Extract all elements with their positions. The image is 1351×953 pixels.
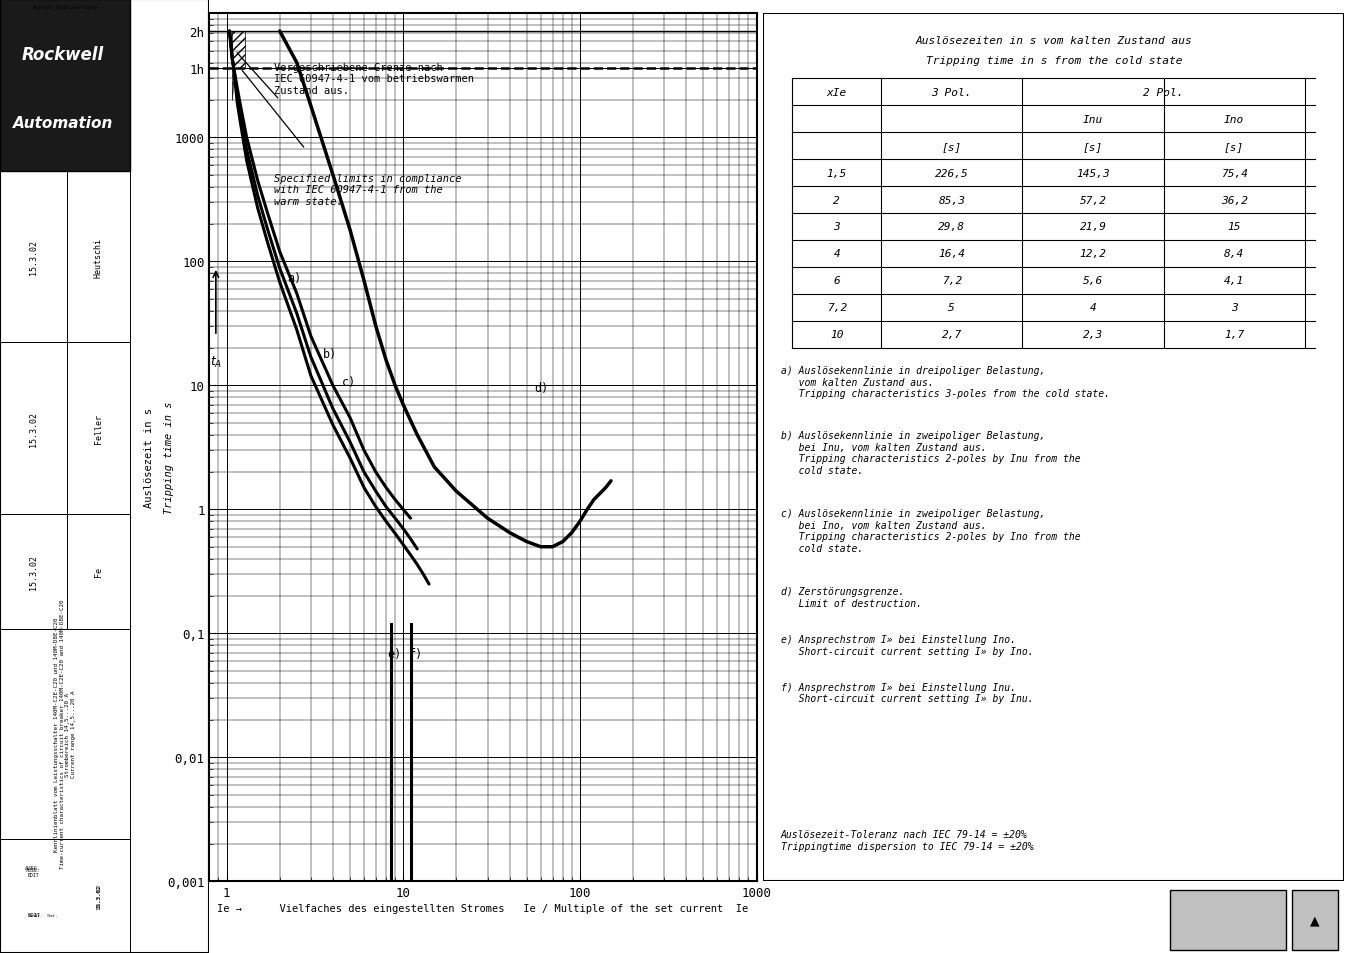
Text: d) Zerstörungsgrenze.
   Limit of destruction.: d) Zerstörungsgrenze. Limit of destructi… (781, 587, 921, 608)
Text: Auslösezeit-Toleranz nach IEC 79-14 = ±20%
Trippingtime dispersion to IEC 79-14 : Auslösezeit-Toleranz nach IEC 79-14 = ±2… (781, 829, 1034, 851)
Text: 145,3: 145,3 (1077, 169, 1111, 178)
Text: 7,2: 7,2 (942, 276, 962, 286)
Text: 36,2: 36,2 (1221, 195, 1248, 205)
Text: 5,6: 5,6 (1084, 276, 1104, 286)
Text: 21,9: 21,9 (1079, 222, 1106, 233)
Text: c) Auslösekennlinie in zweipoliger Belastung,
   bei Ino, vom kalten Zustand aus: c) Auslösekennlinie in zweipoliger Belas… (781, 509, 1081, 554)
Bar (68, 839, 130, 953)
Text: Auslösezeit in s: Auslösezeit in s (143, 408, 154, 507)
Text: 6: 6 (834, 276, 840, 286)
Text: 15.3.02: 15.3.02 (96, 884, 101, 907)
Text: Heutschi: Heutschi (95, 237, 103, 277)
Text: AUSG.
EDIT: AUSG. EDIT (26, 866, 41, 878)
Text: AUSG.: AUSG. (26, 864, 42, 870)
Text: 4,1: 4,1 (1224, 276, 1244, 286)
Text: e) Ansprechstrom I» bei Einstellung Ino.
   Short-circuit current setting I» by : e) Ansprechstrom I» bei Einstellung Ino.… (781, 635, 1034, 656)
Text: 16,4: 16,4 (939, 249, 966, 259)
Text: Feller: Feller (95, 414, 103, 444)
Text: 226,5: 226,5 (935, 169, 969, 178)
Text: 3 Pol.: 3 Pol. (932, 88, 973, 98)
Bar (0, 629, 130, 839)
Text: Kennlinienblatt vom Leistungsschalter 140M-C2E-C20 und 140M-D8E-C20
Time-current: Kennlinienblatt vom Leistungsschalter 14… (54, 599, 76, 868)
Text: Nr.  Dat.: Nr. Dat. (35, 913, 57, 917)
Text: 15.3.02: 15.3.02 (28, 412, 38, 446)
Text: Tripping time in s: Tripping time in s (163, 401, 174, 514)
Bar (68, 343, 130, 515)
Text: 85,3: 85,3 (939, 195, 966, 205)
Text: Ino: Ino (1224, 114, 1244, 125)
Text: 15.3.02: 15.3.02 (96, 882, 101, 909)
Bar (68, 172, 130, 343)
Bar (0, 515, 68, 629)
Text: 1,7: 1,7 (1224, 330, 1244, 339)
Text: 3: 3 (834, 222, 840, 233)
Text: EDIT: EDIT (27, 912, 41, 918)
Text: 4: 4 (834, 249, 840, 259)
Text: Aarou Switzerland: Aarou Switzerland (32, 5, 97, 10)
Text: 1,5: 1,5 (827, 169, 847, 178)
Text: b): b) (323, 348, 336, 360)
Text: b) Auslösekennlinie in zweipoliger Belastung,
   bei Inu, vom kalten Zustand aus: b) Auslösekennlinie in zweipoliger Belas… (781, 431, 1081, 476)
Text: 2: 2 (834, 195, 840, 205)
Text: 57,2: 57,2 (1079, 195, 1106, 205)
Text: a): a) (286, 272, 301, 284)
Text: Auslösezeiten in s vom kalten Zustand aus: Auslösezeiten in s vom kalten Zustand au… (916, 36, 1192, 46)
Text: 3: 3 (1231, 303, 1238, 313)
Text: [s]: [s] (1084, 142, 1104, 152)
Text: [s]: [s] (942, 142, 962, 152)
Text: Vorgeschriebene Grenze nach
IEC 60947-4-1 vom betriebswarmen
Zustand aus.: Vorgeschriebene Grenze nach IEC 60947-4-… (274, 63, 474, 95)
Text: 2 Pol.: 2 Pol. (1143, 88, 1183, 98)
Bar (1170, 890, 1286, 949)
Text: 12,2: 12,2 (1079, 249, 1106, 259)
Bar (0, 839, 130, 953)
Text: 2,7: 2,7 (942, 330, 962, 339)
Bar (1292, 890, 1339, 949)
Bar (0, 0, 130, 172)
Text: 75,4: 75,4 (1221, 169, 1248, 178)
Text: Tripping time in s from the cold state: Tripping time in s from the cold state (925, 56, 1182, 66)
Text: 5: 5 (948, 303, 955, 313)
Text: 15.3.02: 15.3.02 (28, 240, 38, 274)
Text: xIe: xIe (827, 88, 847, 98)
Bar (0, 839, 68, 953)
Text: 15.3.02: 15.3.02 (28, 555, 38, 589)
Text: a) Auslösekennlinie in dreipoliger Belastung,
   vom kalten Zustand aus.
   Trip: a) Auslösekennlinie in dreipoliger Belas… (781, 366, 1109, 398)
Text: Fe: Fe (95, 567, 103, 577)
X-axis label: Ie →      Vielfaches des eingestellten Stromes   Ie / Multiple of the set curren: Ie → Vielfaches des eingestellten Strome… (218, 903, 748, 914)
Text: Inu: Inu (1084, 114, 1104, 125)
Text: f) Ansprechstrom I» bei Einstellung Inu.
   Short-circuit current setting I» by : f) Ansprechstrom I» bei Einstellung Inu.… (781, 682, 1034, 703)
Text: ▲: ▲ (1310, 913, 1320, 926)
Text: f): f) (409, 647, 423, 659)
Text: Automation: Automation (12, 116, 113, 131)
Text: 15: 15 (1228, 222, 1242, 233)
Text: d): d) (534, 381, 549, 395)
Text: Vis.: Vis. (28, 913, 39, 917)
Text: 7,2: 7,2 (827, 303, 847, 313)
Text: 10: 10 (830, 330, 843, 339)
Text: Rockwell: Rockwell (22, 46, 104, 64)
Text: 29,8: 29,8 (939, 222, 966, 233)
Text: e): e) (386, 647, 401, 659)
Text: $t_A$: $t_A$ (209, 355, 222, 370)
Text: Specified limits in compliance
with IEC 60947-4-1 from the
warm state.: Specified limits in compliance with IEC … (274, 173, 461, 207)
Text: 2,3: 2,3 (1084, 330, 1104, 339)
Bar (68, 515, 130, 629)
Bar (0, 172, 68, 343)
Text: 8,4: 8,4 (1224, 249, 1244, 259)
Text: 4: 4 (1090, 303, 1097, 313)
Text: c): c) (342, 376, 357, 389)
Bar (0, 343, 68, 515)
Text: [s]: [s] (1224, 142, 1244, 152)
